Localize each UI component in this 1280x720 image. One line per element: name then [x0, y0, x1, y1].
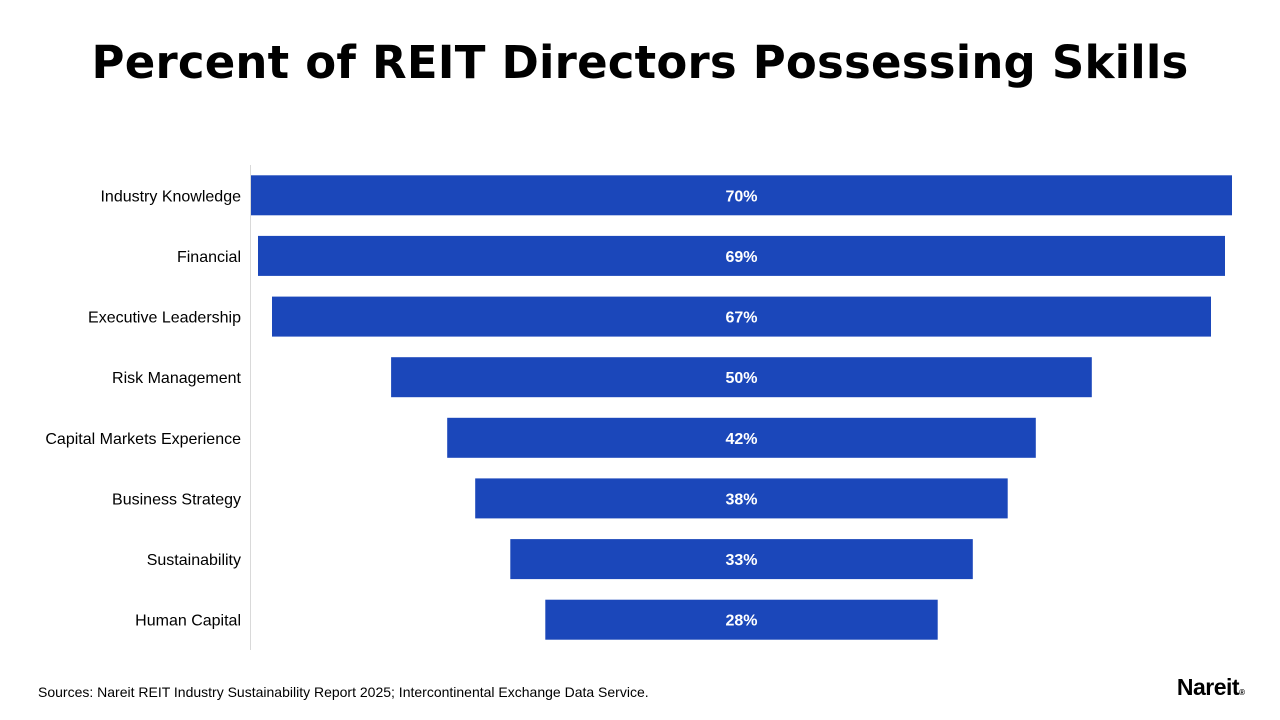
- bar-data-label: 42%: [725, 431, 757, 448]
- category-label: Executive Leadership: [88, 310, 241, 327]
- category-label: Industry Knowledge: [100, 188, 241, 205]
- logo-text: Nareit: [1176, 674, 1240, 700]
- bar: [258, 235, 1225, 276]
- bar: [510, 539, 973, 580]
- bar-data-label: 50%: [725, 370, 757, 387]
- bar: [251, 175, 1232, 216]
- category-label: Human Capital: [135, 613, 241, 630]
- category-label: Business Strategy: [112, 491, 241, 508]
- category-label: Risk Management: [112, 370, 242, 387]
- bar-data-label: 69%: [725, 249, 757, 266]
- logo-registered-mark: ®: [1239, 688, 1245, 697]
- chart-title: Percent of REIT Directors Possessing Ski…: [91, 36, 1189, 89]
- source-note: Sources: Nareit REIT Industry Sustainabi…: [38, 684, 649, 700]
- bar-data-label: 38%: [725, 491, 757, 508]
- bar: [447, 417, 1036, 458]
- category-label: Sustainability: [147, 552, 241, 569]
- bar: [272, 296, 1211, 337]
- bar: [545, 599, 938, 640]
- category-label: Capital Markets Experience: [45, 431, 241, 448]
- bar-data-label: 33%: [725, 552, 757, 569]
- bar: [475, 478, 1008, 519]
- bar-data-label: 28%: [725, 613, 757, 630]
- bar-data-label: 67%: [725, 310, 757, 327]
- bar-data-label: 70%: [725, 188, 757, 205]
- nareit-logo: Nareit®: [1177, 674, 1245, 701]
- bar: [391, 357, 1092, 398]
- category-label: Financial: [177, 249, 241, 266]
